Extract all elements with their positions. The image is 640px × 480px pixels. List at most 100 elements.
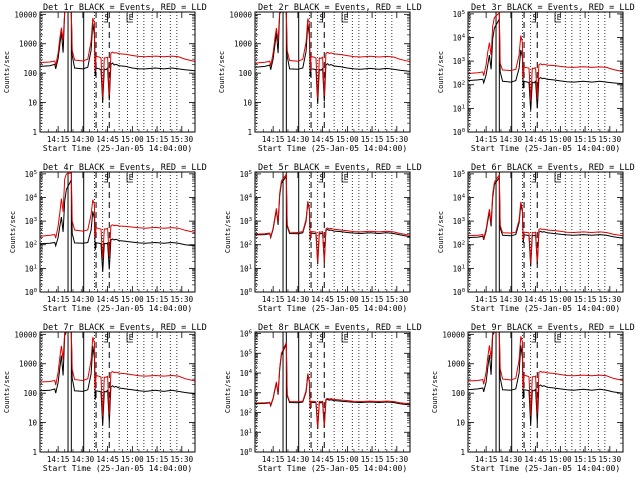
x-tick-label: 15:30 — [171, 455, 194, 464]
x-axis-label: Start Time (25-Jan-05 14:04:00) — [43, 464, 192, 473]
flag-e-label: E — [344, 13, 349, 22]
x-tick-label: 15:15 — [361, 455, 384, 464]
y-tick-label: 100 — [453, 288, 465, 297]
plot-frame — [39, 11, 196, 133]
x-tick-label: 15:30 — [171, 135, 194, 144]
y-tick-label: 10000 — [14, 10, 37, 19]
x-tick-label: 14:15 — [47, 455, 70, 464]
series-line-red — [467, 173, 624, 264]
flag-s-label: S — [532, 333, 537, 342]
y-tick-label: 10 — [28, 419, 38, 428]
flag-e-label: E — [557, 13, 562, 22]
flag-e-marker — [554, 333, 562, 343]
y-tick-label: 1000 — [447, 360, 466, 369]
y-tick-label: 103 — [240, 389, 252, 398]
y-tick-label: 1 — [32, 128, 37, 137]
y-axis-label: Counts/sec — [3, 371, 11, 413]
x-tick-label: 15:15 — [361, 135, 384, 144]
x-tick-label: 15:30 — [599, 295, 622, 304]
x-tick-label: 15:30 — [386, 455, 409, 464]
y-axis-label: Counts/sec — [431, 371, 439, 413]
y-tick-label: 103 — [25, 217, 37, 226]
y-tick-label: 1 — [247, 128, 252, 137]
y-tick-label: 102 — [25, 241, 37, 250]
x-tick-label: 14:30 — [72, 295, 95, 304]
y-tick-label: 105 — [240, 170, 252, 179]
y-tick-label: 102 — [240, 241, 252, 250]
flag-s-label: S — [104, 333, 109, 342]
x-tick-label: 14:45 — [311, 455, 334, 464]
y-tick-label: 103 — [240, 217, 252, 226]
y-tick-label: 102 — [453, 81, 465, 90]
x-tick-label: 14:15 — [47, 295, 70, 304]
series-line-black — [467, 17, 624, 111]
y-tick-label: 10 — [456, 419, 466, 428]
y-axis-label: Counts/sec — [224, 371, 232, 413]
x-tick-label: 14:15 — [262, 295, 285, 304]
series-line-red — [39, 172, 196, 260]
y-tick-label: 101 — [240, 428, 252, 437]
flag-e-label: E — [344, 173, 349, 182]
x-tick-label: 15:30 — [599, 455, 622, 464]
x-tick-label: 14:45 — [524, 295, 547, 304]
flag-s-label: S — [319, 333, 324, 342]
series-line-red — [467, 11, 624, 102]
y-tick-label: 103 — [453, 57, 465, 66]
x-tick-label: 14:30 — [287, 135, 310, 144]
y-tick-label: 102 — [240, 409, 252, 418]
y-axis-label: Counts/sec — [437, 51, 445, 93]
y-tick-label: 1 — [32, 448, 37, 457]
series-line-black — [39, 331, 196, 426]
y-tick-label: 100 — [453, 128, 465, 137]
series-line-black — [39, 179, 196, 273]
y-axis-label: Counts/sec — [9, 211, 17, 253]
x-tick-label: 14:30 — [72, 135, 95, 144]
series-line-black — [39, 11, 196, 103]
panel-title: Det 1r BLACK = Events, RED = LLD — [43, 3, 207, 13]
series-line-black — [467, 331, 624, 426]
x-tick-label: 14:45 — [524, 455, 547, 464]
x-tick-label: 14:30 — [287, 455, 310, 464]
flag-e-label: E — [129, 333, 134, 342]
y-axis-label: Counts/sec — [224, 211, 232, 253]
x-tick-label: 15:30 — [386, 295, 409, 304]
flag-e-marker — [126, 333, 134, 343]
flag-e-label: E — [344, 333, 349, 342]
y-tick-label: 106 — [240, 330, 252, 339]
flag-e-label: E — [557, 173, 562, 182]
plot-frame — [467, 11, 624, 133]
y-tick-label: 105 — [25, 170, 37, 179]
y-tick-label: 100 — [238, 69, 252, 78]
flag-e-label: E — [129, 173, 134, 182]
y-tick-label: 102 — [453, 241, 465, 250]
x-tick-label: 14:45 — [311, 295, 334, 304]
x-axis-label: Start Time (25-Jan-05 14:04:00) — [471, 464, 620, 473]
series-line-black — [254, 174, 411, 265]
x-tick-label: 14:45 — [96, 295, 119, 304]
y-tick-label: 100 — [23, 69, 37, 78]
y-tick-label: 104 — [453, 193, 466, 202]
x-tick-label: 14:30 — [287, 295, 310, 304]
y-tick-label: 10 — [28, 99, 38, 108]
y-tick-label: 104 — [25, 193, 38, 202]
x-tick-label: 14:15 — [475, 295, 498, 304]
series-line-red — [39, 331, 196, 417]
flag-s-label: S — [532, 13, 537, 22]
x-tick-label: 15:00 — [336, 295, 359, 304]
x-tick-label: 15:15 — [574, 295, 597, 304]
panel-title: Det 5r BLACK = Events, RED = LLD — [258, 163, 422, 173]
y-tick-label: 1000 — [19, 40, 38, 49]
flag-e-marker — [126, 173, 134, 183]
x-tick-label: 14:45 — [96, 455, 119, 464]
y-tick-label: 100 — [240, 288, 252, 297]
x-tick-label: 15:15 — [574, 455, 597, 464]
x-tick-label: 15:00 — [549, 295, 572, 304]
flag-e-marker — [341, 173, 349, 183]
x-tick-label: 14:45 — [524, 135, 547, 144]
plot-frame — [254, 11, 411, 133]
